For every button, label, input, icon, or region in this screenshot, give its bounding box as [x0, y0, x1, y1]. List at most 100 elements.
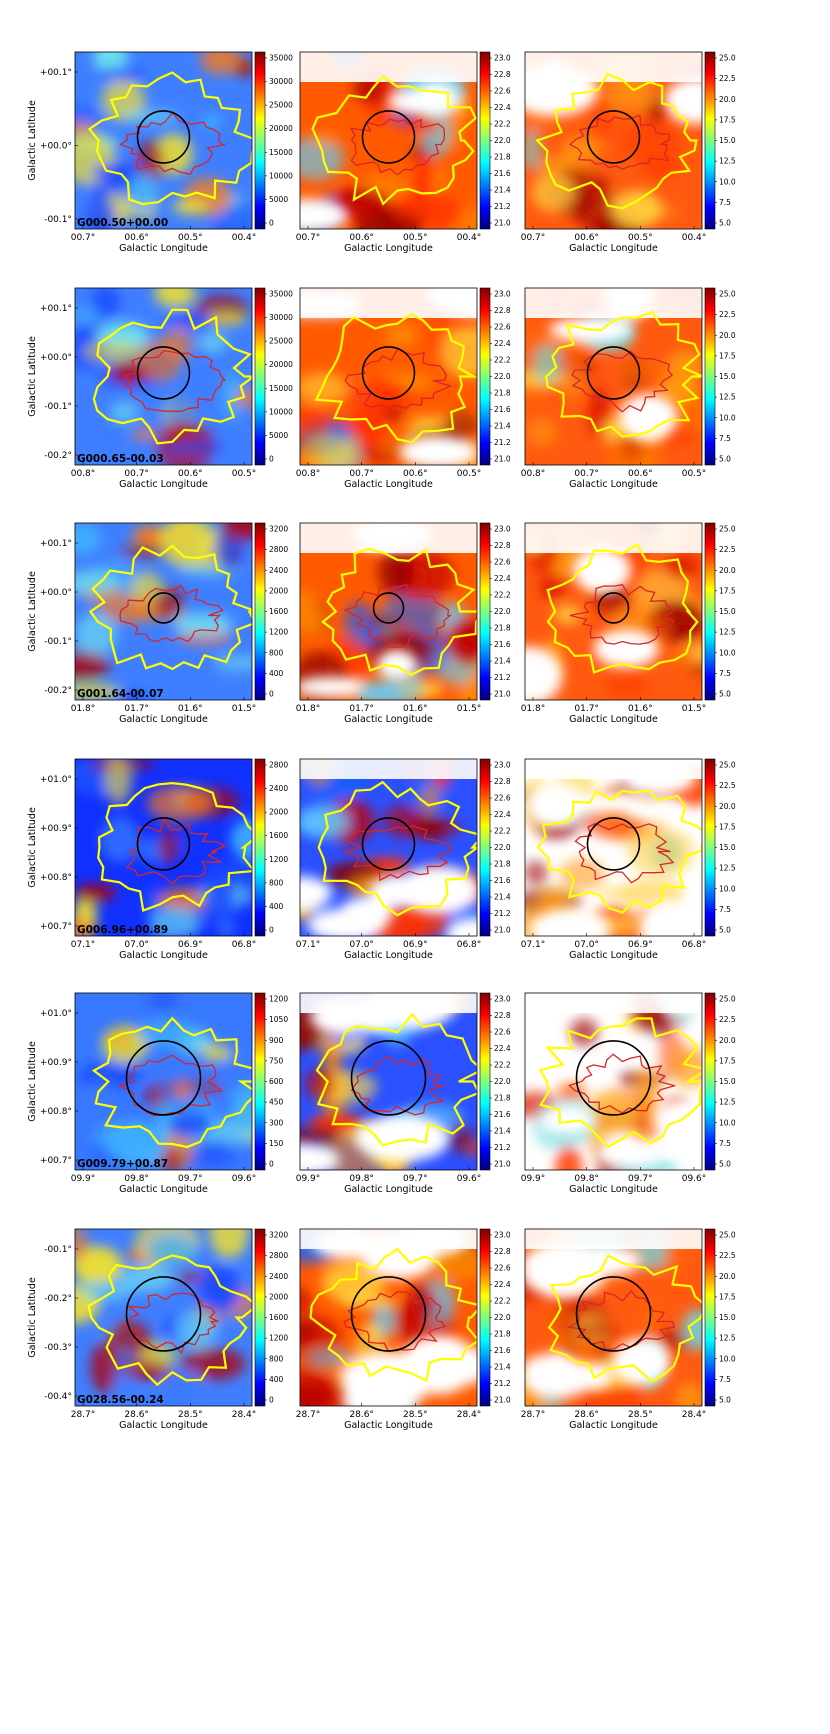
panel-right: 00.7° 00.6° 00.5° 00.4° Galactic Longitude 25…: [521, 51, 736, 254]
colorbar-tick-label: 35000: [269, 290, 293, 299]
colorbar-tick-label: 22.0: [494, 1313, 511, 1322]
colorbar-left: 3200 2800 2400 2000 1600 1200 800 400 0: [254, 522, 288, 701]
colorbar-tick-label: 5000: [269, 195, 288, 204]
colorbar-tick-label: 400: [269, 1375, 284, 1384]
x-tick-label: 06.9°: [178, 940, 203, 950]
x-tick-label: 09.6°: [457, 1174, 482, 1184]
colorbar-tick-label: 21.2: [494, 202, 511, 211]
colorbar-tick-label: 22.5: [719, 781, 736, 790]
colorbar-tick-label: 400: [269, 669, 284, 678]
colorbar-tick-label: 900: [269, 1036, 284, 1045]
y-tick-label: +00.0°: [40, 353, 72, 363]
panel-mid: 01.8° 01.7° 01.6° 01.5° Galactic Longitude 23…: [296, 522, 511, 725]
colorbar-tick-label: 21.4: [494, 422, 511, 431]
colorbar-tick-label: 0: [269, 926, 274, 935]
colorbar-tick-label: 21.0: [494, 690, 511, 699]
x-tick-label: 07.1°: [71, 940, 96, 950]
colorbar-tick-label: 20000: [269, 124, 293, 133]
y-tick-label: +00.1°: [40, 304, 72, 314]
colorbar-tick-label: 7.5: [719, 1139, 731, 1148]
colorbar-tick-label: 23.0: [494, 761, 511, 770]
colorbar-tick-label: 22.2: [494, 591, 511, 600]
y-axis-label: Galactic Latitude: [27, 100, 38, 181]
x-tick-label: 01.5°: [457, 704, 482, 714]
figure-row: 00.8° 00.7° 00.6° 00.5° Galactic Longitude 35…: [27, 287, 736, 490]
colorbar-mid: 23.0 22.8 22.6 22.4 22.2 22.0 21.8 21.6 21.4 21.2…: [479, 1228, 511, 1407]
colorbar-tick-label: 15000: [269, 148, 293, 157]
colorbar-tick-label: 30000: [269, 313, 293, 322]
colorbar-tick-label: 21.6: [494, 169, 511, 178]
colorbar-tick-label: 5.0: [719, 455, 731, 464]
x-tick-label: 06.9°: [403, 940, 428, 950]
x-tick-label: 28.5°: [178, 1410, 203, 1420]
colorbar-tick-label: 17.5: [719, 115, 736, 124]
colorbar-tick-label: 1200: [269, 628, 288, 637]
x-tick-label: 00.6°: [628, 469, 653, 479]
y-axis-label: Galactic Latitude: [27, 807, 38, 888]
colorbar-tick-label: 21.8: [494, 153, 511, 162]
colorbar-tick-label: 25.0: [719, 54, 736, 63]
colorbar-tick-label: 17.5: [719, 822, 736, 831]
y-tick-label: +00.0°: [40, 588, 72, 598]
y-axis-label: Galactic Latitude: [27, 1041, 38, 1122]
x-tick-label: 09.8°: [574, 1174, 599, 1184]
y-tick-label: +00.7°: [40, 1156, 72, 1166]
y-tick-label: -00.1°: [44, 637, 72, 647]
colorbar-tick-label: 10.0: [719, 884, 736, 893]
colorbar-tick-label: 25.0: [719, 995, 736, 1004]
y-tick-label: +00.7°: [40, 922, 72, 932]
y-tick-label: -00.1°: [44, 402, 72, 412]
y-tick-label: +00.8°: [40, 1107, 72, 1117]
colorbar-tick-label: 10.0: [719, 1118, 736, 1127]
y-tick-label: +01.0°: [40, 775, 72, 785]
colorbar-tick-label: 7.5: [719, 669, 731, 678]
colorbar-tick-label: 5.0: [719, 1396, 731, 1405]
colorbar-tick-label: 22.6: [494, 1028, 511, 1037]
panel-mid: 09.9° 09.8° 09.7° 09.6° Galactic Longitude 23…: [296, 992, 511, 1195]
colorbar-tick-label: 30000: [269, 77, 293, 86]
colorbar-tick-label: 10.0: [719, 413, 736, 422]
colorbar-tick-label: 0: [269, 690, 274, 699]
panel-left: 07.1° 07.0° 06.9° 06.8° Galactic Longitude 28…: [27, 758, 288, 961]
x-tick-label: 09.9°: [296, 1174, 321, 1184]
colorbar-tick-label: 21.4: [494, 1363, 511, 1372]
colorbar-tick-label: 2000: [269, 586, 288, 595]
colorbar-left: 1200 1050 900 750 600 450 300 150 0: [254, 992, 288, 1171]
colorbar-tick-label: 21.0: [494, 455, 511, 464]
x-tick-label: 28.4°: [682, 1410, 707, 1420]
colorbar-tick-label: 22.2: [494, 1061, 511, 1070]
colorbar-tick-label: 17.5: [719, 1056, 736, 1065]
colorbar-tick-label: 20.0: [719, 566, 736, 575]
colorbar-tick-label: 7.5: [719, 198, 731, 207]
colorbar-tick-label: 15.0: [719, 1077, 736, 1086]
x-tick-label: 07.0°: [574, 940, 599, 950]
colorbar-tick-label: 25.0: [719, 525, 736, 534]
source-label: G000.50+00.00: [77, 217, 168, 229]
colorbar-tick-label: 0: [269, 219, 274, 228]
colorbar-tick-label: 22.2: [494, 827, 511, 836]
colorbar-tick-label: 20.0: [719, 331, 736, 340]
colorbar-tick-label: 22.8: [494, 306, 511, 315]
colorbar-tick-label: 21.4: [494, 893, 511, 902]
x-axis-label: Galactic Longitude: [344, 1184, 433, 1195]
colorbar-tick-label: 22.4: [494, 103, 511, 112]
colorbar-tick-label: 3200: [269, 1231, 288, 1240]
x-tick-label: 28.7°: [296, 1410, 321, 1420]
colorbar-tick-label: 22.4: [494, 810, 511, 819]
colorbar-right: 25.0 22.5 20.0 17.5 15.0 12.5 10.0 7.5 5.0: [704, 1228, 736, 1407]
colorbar-tick-label: 15.0: [719, 1313, 736, 1322]
x-tick-label: 00.7°: [296, 233, 321, 243]
colorbar-tick-label: 21.6: [494, 640, 511, 649]
panel-left: 09.9° 09.8° 09.7° 09.6° Galactic Longitude 12…: [27, 992, 288, 1195]
colorbar-tick-label: 7.5: [719, 905, 731, 914]
x-tick-label: 00.6°: [403, 469, 428, 479]
y-axis-label: Galactic Latitude: [27, 1277, 38, 1358]
colorbar-tick-label: 10.0: [719, 1354, 736, 1363]
colorbar-mid: 23.0 22.8 22.6 22.4 22.2 22.0 21.8 21.6 21.4 21.2…: [479, 992, 511, 1171]
colorbar-tick-label: 22.5: [719, 74, 736, 83]
x-tick-label: 01.7°: [124, 704, 149, 714]
x-tick-label: 00.5°: [628, 233, 653, 243]
x-tick-label: 00.7°: [349, 469, 374, 479]
x-tick-label: 28.7°: [71, 1410, 96, 1420]
